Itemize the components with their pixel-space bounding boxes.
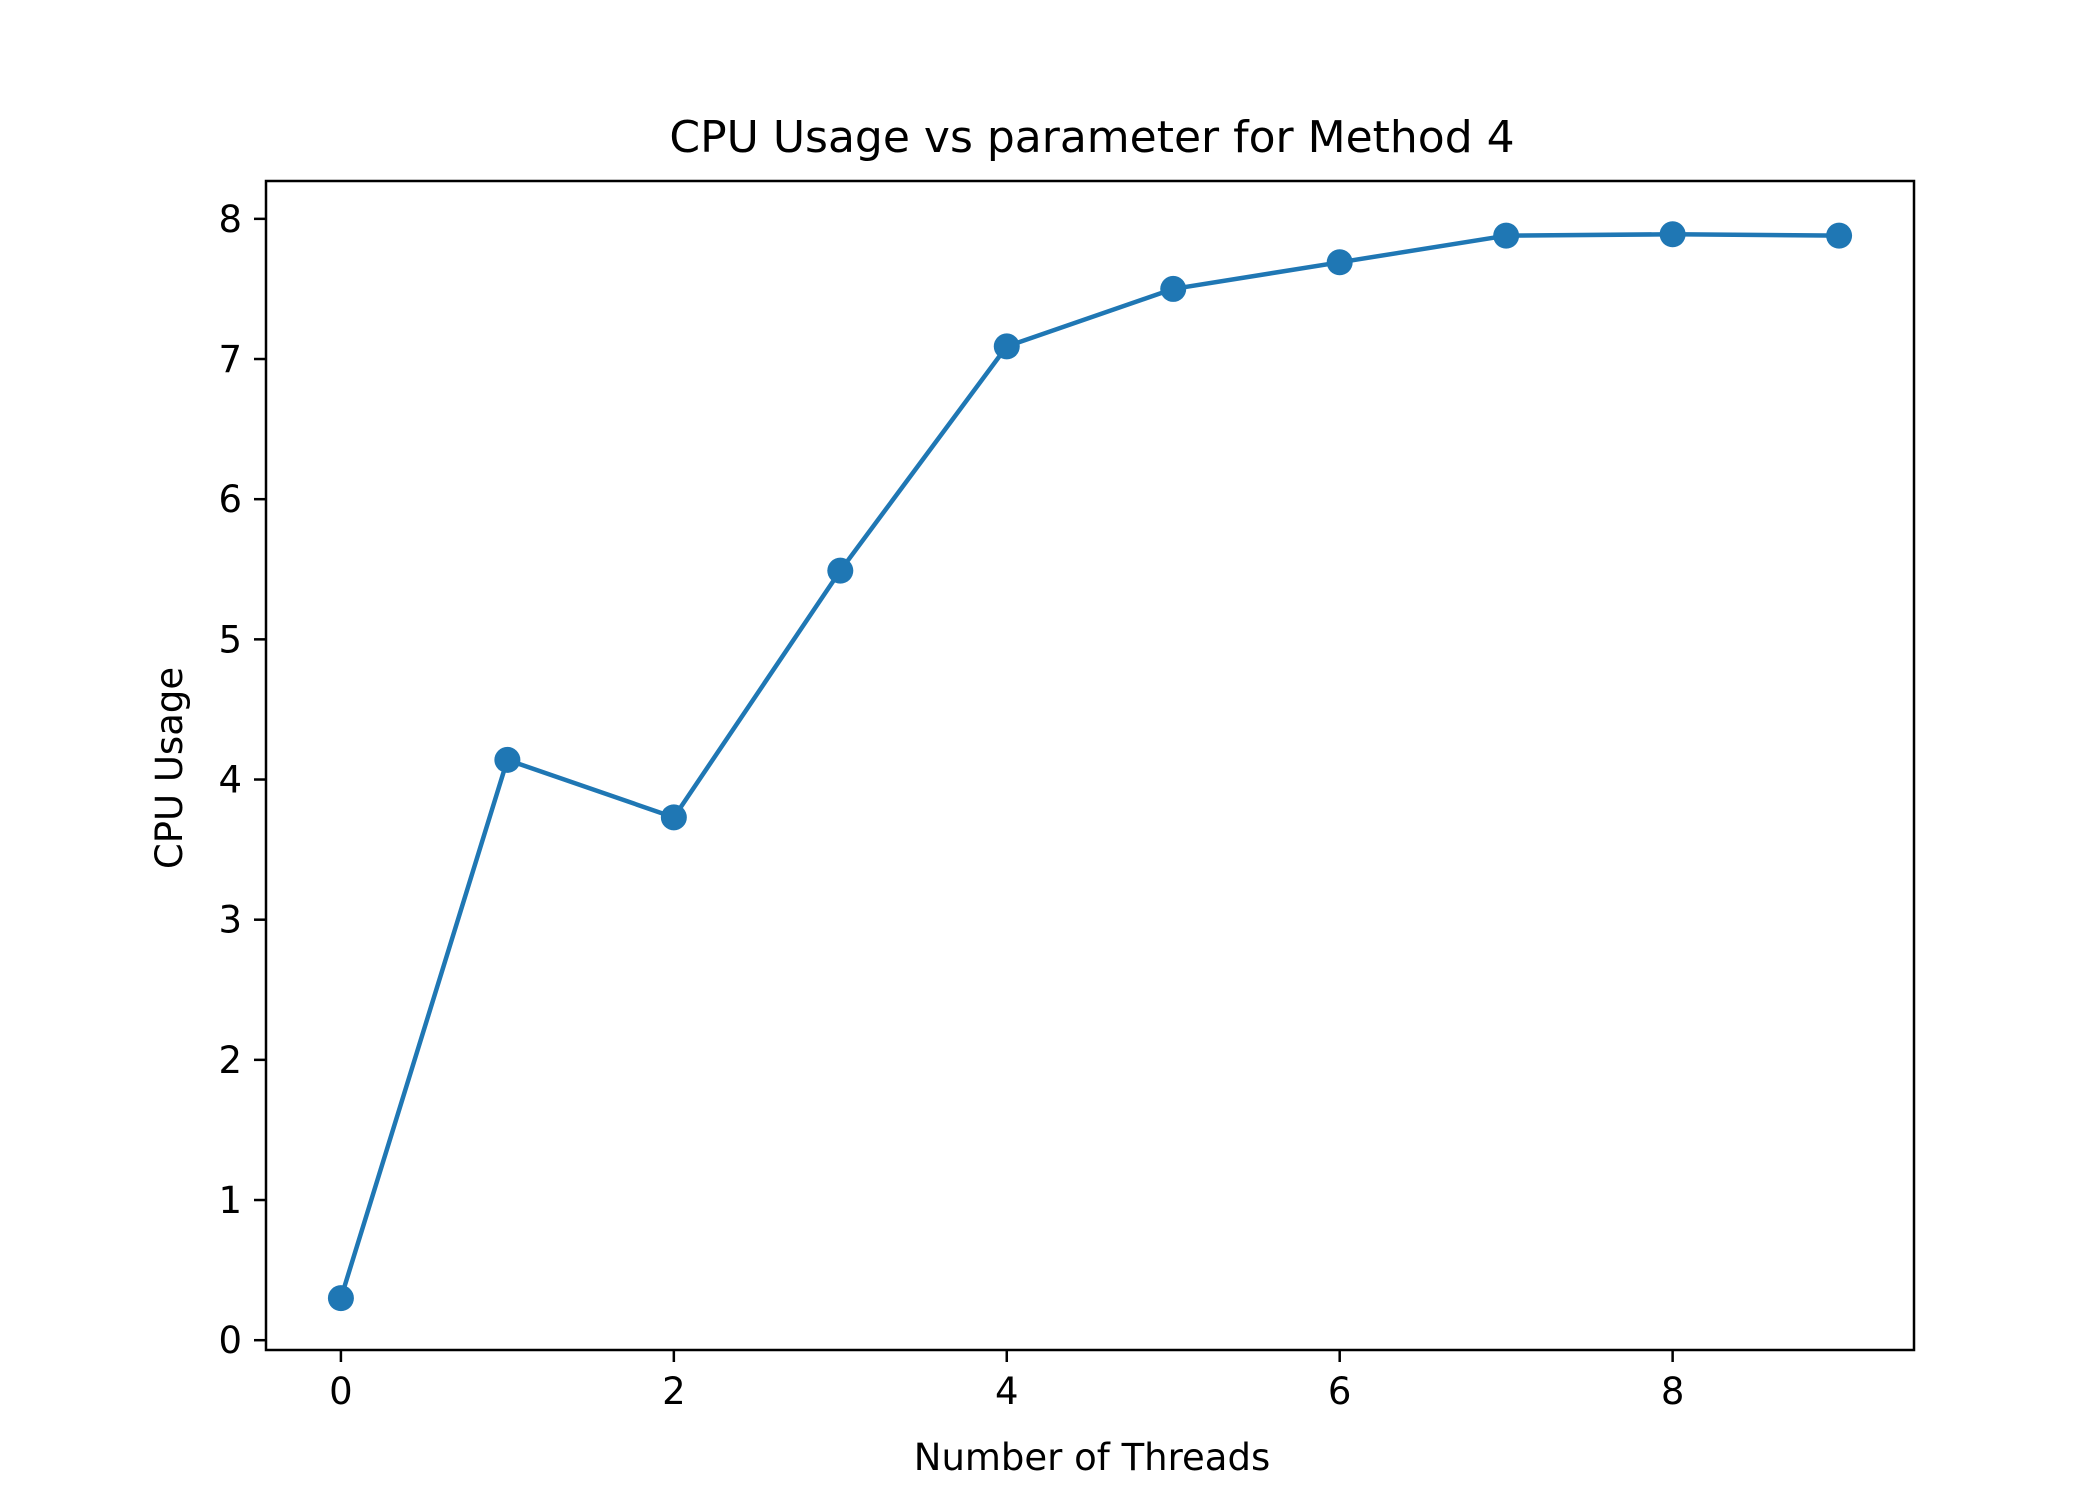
y-tick-label: 1	[218, 1179, 242, 1222]
y-tick-label: 3	[218, 899, 242, 942]
y-tick-label: 7	[218, 338, 242, 381]
y-axis: 0 1 2 3 4 5 6 7 8	[218, 198, 266, 1362]
y-tick-label: 8	[218, 198, 242, 241]
x-tick-label: 6	[1328, 1370, 1352, 1413]
data-point	[827, 557, 854, 584]
data-point	[1326, 249, 1353, 276]
y-tick-label: 5	[218, 618, 242, 661]
x-tick-label: 2	[662, 1370, 686, 1413]
data-point	[327, 1285, 354, 1312]
y-tick-label: 2	[218, 1039, 242, 1082]
plot-frame	[264, 179, 1916, 1352]
x-tick-label: 8	[1661, 1370, 1685, 1413]
chart-title: CPU Usage vs parameter for Method 4	[669, 112, 1514, 163]
series-line	[338, 232, 1842, 1301]
x-tick-label: 4	[995, 1370, 1019, 1413]
data-point	[660, 804, 687, 831]
x-axis: 0 2 4 6 8	[329, 1350, 1684, 1413]
y-tick-label: 0	[218, 1319, 242, 1362]
x-tick-label: 0	[329, 1370, 353, 1413]
x-axis-label: Number of Threads	[914, 1436, 1270, 1479]
data-point	[993, 333, 1020, 360]
data-point	[1493, 222, 1520, 249]
series-layer	[327, 221, 1853, 1312]
data-point	[1826, 222, 1853, 249]
data-point	[494, 746, 521, 773]
data-point	[1160, 275, 1187, 302]
y-tick-label: 4	[218, 759, 242, 802]
y-tick-label: 6	[218, 478, 242, 521]
plot-area	[264, 179, 1916, 1352]
y-axis-label: CPU Usage	[148, 667, 191, 869]
data-point	[1659, 221, 1686, 248]
